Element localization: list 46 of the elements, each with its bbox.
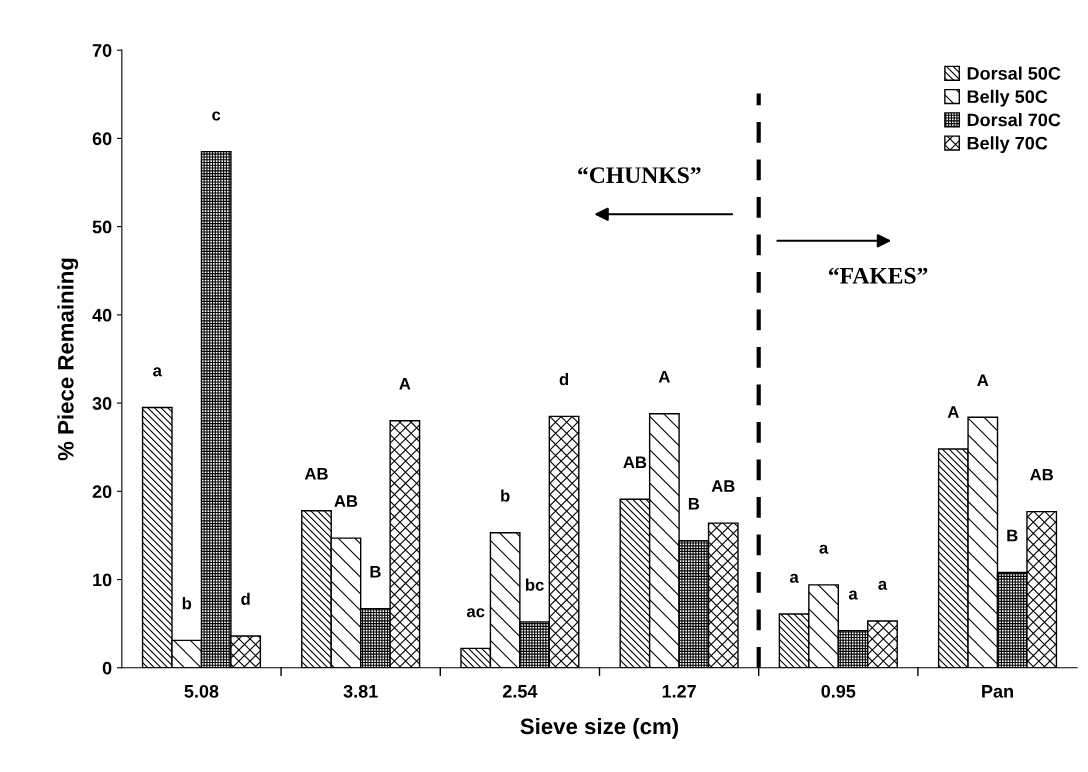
x-tick-label: Pan (982, 685, 1013, 698)
x-tick-label: 5.08 (184, 684, 219, 698)
legend-label: Dorsal 50C (967, 66, 1061, 80)
y-tick-label: 70 (92, 44, 112, 57)
x-tick-label: 3.81 (343, 684, 378, 698)
annotation: A (399, 378, 411, 390)
annotation: bc (525, 578, 544, 591)
annotation: B (688, 498, 700, 510)
x-axis-title: Sieve size (cm) (520, 717, 679, 739)
y-tick-label: 10 (93, 573, 112, 587)
annotation: AB (1030, 468, 1053, 481)
annotation: a (848, 590, 858, 600)
annotation: d (559, 373, 569, 386)
annotation: AB (623, 456, 647, 469)
annotation: b (501, 489, 510, 502)
annotation: B (1007, 529, 1018, 542)
y-tick-label: 20 (92, 485, 112, 499)
y-tick-label: 30 (92, 397, 112, 410)
annotation: “CHUNKS” (578, 167, 701, 184)
annotation: d (241, 592, 250, 605)
annotation: a (789, 573, 799, 583)
legend-label: Belly 50C (967, 89, 1048, 107)
annotation: A (947, 406, 959, 418)
annotation: AB (304, 468, 328, 480)
annotation: AB (334, 495, 358, 507)
x-tick-label: 2.54 (502, 684, 538, 698)
y-axis-title: % Piece Remaining (57, 258, 79, 461)
x-tick-label: 0.95 (821, 684, 856, 698)
y-tick-label: 50 (92, 220, 112, 234)
legend-label: Belly 70C (967, 136, 1048, 154)
legend-label: Dorsal 70C (967, 113, 1061, 127)
y-tick-label: 60 (92, 132, 112, 146)
annotation: A (977, 374, 989, 386)
annotation: B (370, 565, 381, 578)
y-tick-label: 40 (92, 308, 112, 322)
annotation: AB (711, 480, 735, 492)
annotation: a (153, 367, 163, 377)
annotation: ac (466, 608, 485, 618)
x-tick-label: 1.27 (662, 684, 696, 698)
annotation: a (878, 580, 888, 590)
annotation: “FAKES” (828, 267, 928, 284)
annotation: c (212, 111, 221, 121)
annotation: b (182, 597, 192, 610)
annotation: a (819, 544, 829, 554)
y-tick-label: 0 (102, 661, 112, 675)
annotation: A (658, 370, 670, 383)
